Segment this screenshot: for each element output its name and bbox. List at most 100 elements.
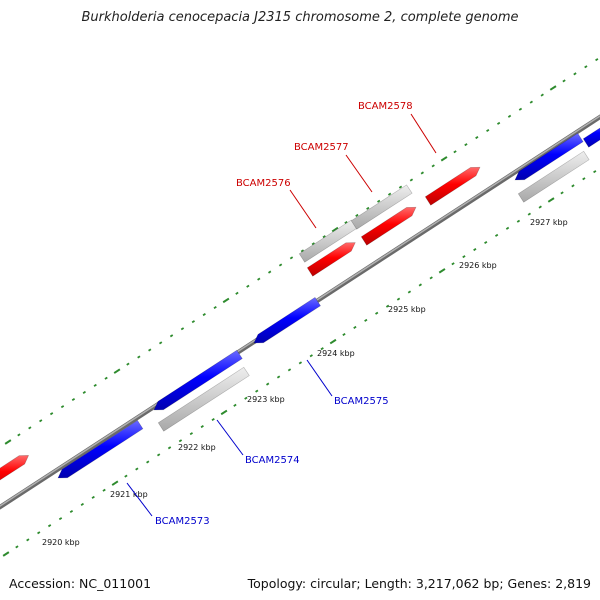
accession-text: Accession: NC_011001 xyxy=(9,576,152,591)
kbp-tick-label: 2926 kbp xyxy=(459,261,497,270)
inner-tick-mark xyxy=(309,354,313,358)
inner-tick-mark xyxy=(37,531,41,535)
outer-tick-mark xyxy=(420,171,424,175)
inner-tick-mark xyxy=(26,538,30,542)
gene-label-leader xyxy=(345,154,373,193)
kbp-tick-label: 2925 kbp xyxy=(388,305,426,314)
gene-label-leader xyxy=(216,419,244,456)
outer-tick-mark xyxy=(377,199,381,203)
inner-tick-mark xyxy=(156,453,161,457)
gene-label: BCAM2576 xyxy=(236,178,291,189)
outer-tick-mark xyxy=(148,348,152,352)
inner-tick-mark xyxy=(547,197,555,203)
outer-tick-mark xyxy=(60,405,65,409)
outer-tick-mark xyxy=(518,107,523,111)
inner-tick-mark xyxy=(451,262,455,266)
inner-tick-mark xyxy=(189,432,194,436)
inner-tick-mark xyxy=(438,268,446,274)
gene-label-leader xyxy=(289,189,317,229)
outer-tick-mark xyxy=(93,383,97,387)
forward-gene-arrow xyxy=(424,166,481,206)
inner-tick-mark xyxy=(527,212,531,216)
inner-tick-mark xyxy=(329,338,337,345)
outer-tick-mark xyxy=(496,121,501,125)
outer-tick-mark xyxy=(268,270,272,274)
outer-tick-mark xyxy=(191,320,196,324)
forward-gene-arrow xyxy=(0,455,30,481)
inner-tick-mark xyxy=(80,502,84,506)
inner-tick-mark xyxy=(538,205,542,209)
outer-tick-mark xyxy=(82,390,86,394)
outer-tick-mark xyxy=(169,334,174,338)
kbp-tick-label: 2920 kbp xyxy=(42,538,80,547)
inner-tick-mark xyxy=(364,318,368,322)
inner-tick-mark xyxy=(266,382,270,386)
inner-tick-mark xyxy=(233,403,237,407)
outer-tick-mark xyxy=(126,362,130,366)
inner-tick-mark xyxy=(211,417,215,421)
outer-tick-mark xyxy=(549,85,557,91)
inner-tick-mark xyxy=(47,524,52,528)
inner-tick-mark xyxy=(462,255,466,259)
inner-tick-mark xyxy=(560,191,564,195)
outer-tick-mark xyxy=(584,65,588,69)
outer-tick-mark xyxy=(289,256,294,260)
outer-tick-mark xyxy=(158,341,163,345)
outer-tick-mark xyxy=(235,291,239,295)
outer-tick-mark xyxy=(137,355,141,359)
tick-layer xyxy=(2,58,599,557)
outer-tick-mark xyxy=(180,327,185,331)
outer-tick-mark xyxy=(486,128,490,132)
inner-tick-mark xyxy=(473,248,477,252)
inner-tick-mark xyxy=(135,467,139,471)
inner-tick-mark xyxy=(385,304,390,308)
outer-tick-mark xyxy=(562,79,566,83)
inner-tick-mark xyxy=(582,177,586,181)
inner-tick-mark xyxy=(287,368,292,372)
inner-tick-mark xyxy=(167,446,172,450)
gene-label: BCAM2574 xyxy=(245,455,300,466)
inner-tick-mark xyxy=(593,170,597,174)
outer-tick-mark xyxy=(49,412,54,416)
gene-label: BCAM2578 xyxy=(358,101,413,112)
reverse-gene-arrow xyxy=(253,296,321,344)
outer-tick-mark xyxy=(464,143,468,147)
outer-tick-mark xyxy=(355,213,359,217)
gene-label: BCAM2575 xyxy=(334,396,389,407)
gene-label-leader xyxy=(126,482,153,517)
outer-tick-mark xyxy=(113,368,121,374)
gene-label: BCAM2573 xyxy=(155,516,210,527)
kbp-tick-label: 2927 kbp xyxy=(530,218,568,227)
reverse-gene-arrow xyxy=(57,419,144,479)
inner-tick-mark xyxy=(200,425,204,429)
gene-label-leader xyxy=(306,359,333,397)
inner-tick-mark xyxy=(111,480,119,486)
outer-tick-mark xyxy=(300,249,305,253)
outer-tick-mark xyxy=(409,178,414,182)
outer-tick-mark xyxy=(322,235,326,239)
outer-tick-mark xyxy=(573,72,577,76)
inner-tick-mark xyxy=(516,219,521,223)
inner-tick-mark xyxy=(255,389,259,393)
kbp-tick-label: 2922 kbp xyxy=(178,443,216,452)
inner-tick-mark xyxy=(320,347,324,351)
kbp-tick-label: 2923 kbp xyxy=(247,395,285,404)
inner-tick-mark xyxy=(244,396,248,400)
outer-tick-mark xyxy=(366,206,370,210)
genome-stats-text: Topology: circular; Length: 3,217,062 bp… xyxy=(247,576,591,591)
outer-tick-mark xyxy=(28,426,32,430)
outer-tick-mark xyxy=(246,284,250,288)
outer-tick-mark xyxy=(17,433,21,437)
inner-tick-mark xyxy=(15,545,19,549)
outer-tick-mark xyxy=(213,305,217,309)
outer-tick-mark xyxy=(222,297,230,304)
inner-tick-mark xyxy=(91,495,95,499)
outer-tick-mark xyxy=(104,376,108,380)
inner-tick-mark xyxy=(571,184,575,188)
outer-tick-mark xyxy=(344,220,348,225)
label-layer: 2920 kbp 2921 kbp 2922 kbp 2923 kbp 2924 kbp… xyxy=(42,101,568,547)
inner-tick-mark xyxy=(298,361,303,365)
inner-tick-mark xyxy=(69,510,74,514)
inner-tick-mark xyxy=(276,375,281,379)
